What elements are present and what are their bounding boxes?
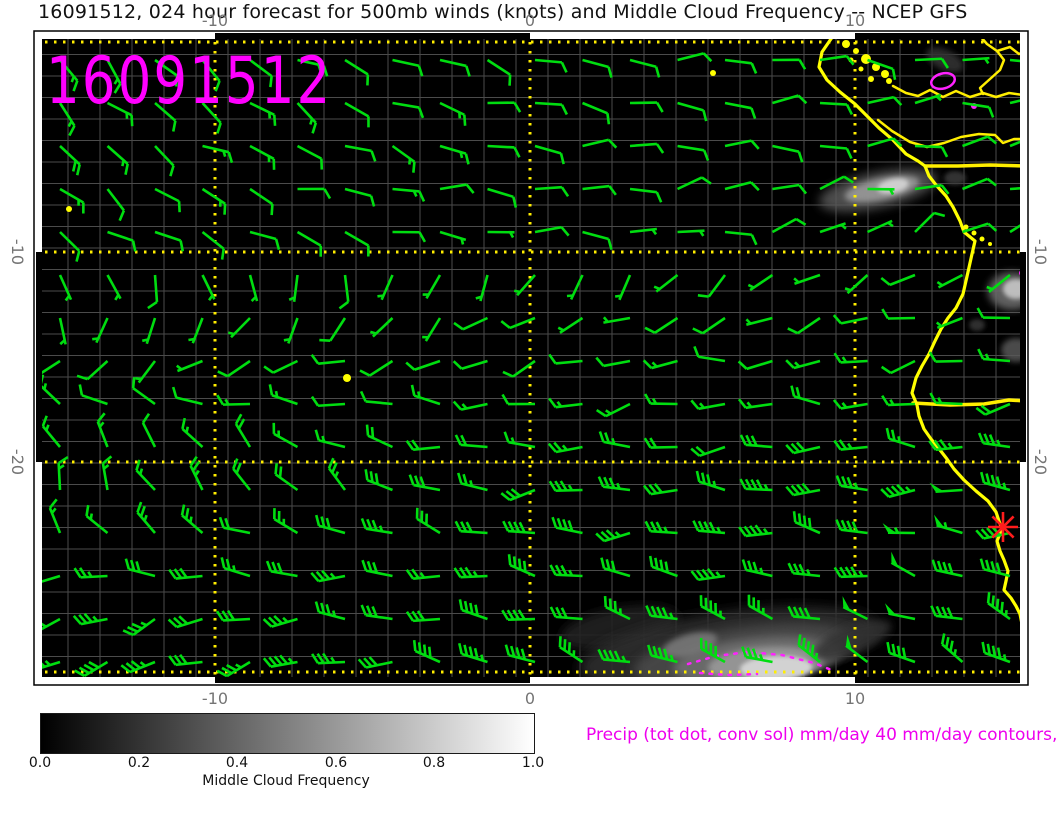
precip-contour-ring	[929, 71, 957, 91]
axis-tick-label-top: 10	[844, 11, 866, 30]
cloud-frequency-colorbar	[40, 713, 535, 754]
cloud-frequency-shading	[560, 47, 1026, 683]
yellow-dot	[979, 236, 985, 242]
colorbar-tick-label: 0.2	[127, 755, 151, 771]
precip-legend-note: Precip (tot dot, conv sol) mm/day 40 mm/…	[586, 725, 1056, 745]
map-content	[36, 33, 1026, 683]
axis-tick-label-bottom: 0	[524, 689, 536, 708]
precip-dotted-contours	[686, 650, 836, 677]
colorbar-tick-label: 1.0	[521, 755, 545, 771]
plot-title: 16091512, 024 hour forecast for 500mb wi…	[38, 1, 968, 23]
axis-tick-label-left: -10	[8, 238, 27, 266]
map-frame	[33, 30, 1029, 686]
colorbar-tick-label: 0.0	[28, 755, 52, 771]
colorbar-tick-label: 0.6	[324, 755, 348, 771]
axis-tick-label-bottom: -10	[201, 689, 229, 708]
axis-tick-label-bottom: 10	[844, 689, 866, 708]
axis-tick-label-top: -10	[201, 11, 229, 30]
yellow-dot	[988, 242, 992, 246]
colorbar-caption: Middle Cloud Frequency	[202, 773, 370, 789]
yellow-dot	[710, 70, 716, 76]
coastline-path	[817, 34, 1026, 683]
map-datecode-overlay: 16091512	[46, 44, 333, 119]
colorbar-tick-label: 0.4	[225, 755, 249, 771]
estuary-islands	[842, 40, 892, 84]
axis-tick-label-right: -10	[1031, 238, 1050, 266]
wind-barbs-layer	[36, 52, 1026, 678]
axis-tick-label-top: 0	[524, 11, 536, 30]
yellow-dot	[963, 224, 969, 230]
map-border-bands	[36, 33, 1026, 683]
yellow-dot	[343, 374, 351, 382]
colorbar-tick-label: 0.8	[422, 755, 446, 771]
yellow-dot	[971, 230, 977, 236]
axis-tick-label-left: -20	[8, 448, 27, 476]
yellow-dot	[66, 206, 72, 212]
axis-tick-label-right: -20	[1031, 448, 1050, 476]
red-asterisk-marker	[988, 512, 1018, 542]
rivers	[876, 34, 1026, 407]
